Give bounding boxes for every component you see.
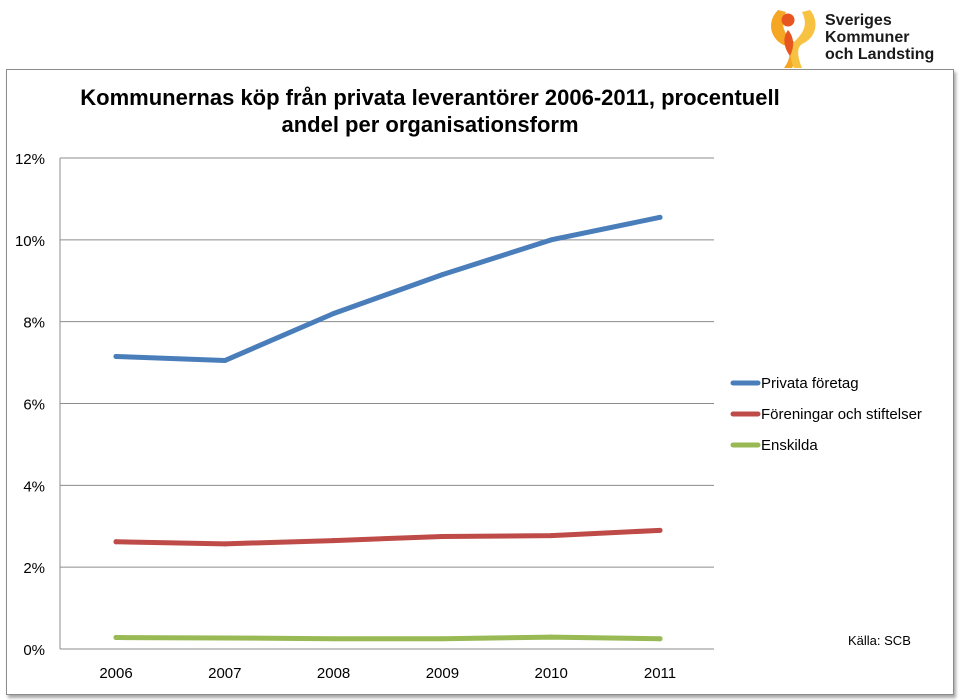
data-point [548, 237, 554, 243]
gridlines [59, 157, 714, 650]
data-point [222, 541, 228, 547]
data-point [222, 358, 228, 364]
legend-label: Föreningar och stiftelser [761, 406, 922, 423]
x-tick-label: 2007 [208, 665, 241, 682]
y-tick-label: 8% [23, 315, 45, 332]
data-point [113, 635, 119, 641]
x-tick-label: 2010 [535, 665, 568, 682]
data-point [331, 538, 337, 544]
y-tick-label: 12% [15, 151, 45, 168]
data-point [548, 634, 554, 640]
x-tick-label: 2006 [99, 665, 132, 682]
chart-title: Kommunernas köp från privata leverantöre… [80, 85, 780, 137]
logo-line-1: Sveriges [825, 12, 892, 29]
y-axis-ticks: 0% 2% 4% 6% 8% 10% 12% [15, 151, 45, 659]
series-line [113, 634, 663, 642]
data-point [657, 636, 663, 642]
y-tick-label: 0% [23, 642, 45, 659]
logo-line-2: Kommuner [825, 29, 909, 46]
chart-frame [6, 69, 954, 695]
data-point [113, 353, 119, 359]
logo: Sveriges Kommuner och Landsting [771, 10, 934, 68]
data-point [548, 533, 554, 539]
data-point [657, 527, 663, 533]
series-line [113, 527, 663, 547]
data-point [657, 214, 663, 220]
x-tick-label: 2011 [644, 665, 676, 682]
y-tick-label: 2% [23, 560, 45, 577]
logo-line-3: och Landsting [825, 46, 934, 63]
y-tick-label: 10% [15, 233, 45, 250]
series-lines [113, 214, 663, 642]
series-line [113, 214, 663, 364]
y-tick-label: 4% [23, 478, 45, 495]
legend: Privata företag Föreningar och stiftelser… [730, 375, 922, 454]
data-point [331, 310, 337, 316]
data-point [331, 636, 337, 642]
data-point [113, 539, 119, 545]
skl-flame-figure-icon [771, 10, 816, 68]
source-note: Källa: SCB [848, 633, 911, 648]
x-tick-label: 2008 [317, 665, 350, 682]
data-point [439, 636, 445, 642]
legend-label: Privata företag [761, 375, 859, 392]
x-axis-ticks: 2006 2007 2008 2009 2010 2011 [99, 665, 676, 682]
data-point [439, 533, 445, 539]
data-point [439, 272, 445, 278]
x-tick-label: 2009 [426, 665, 459, 682]
data-point [222, 635, 228, 641]
y-tick-label: 6% [23, 397, 45, 414]
legend-label: Enskilda [761, 437, 818, 454]
